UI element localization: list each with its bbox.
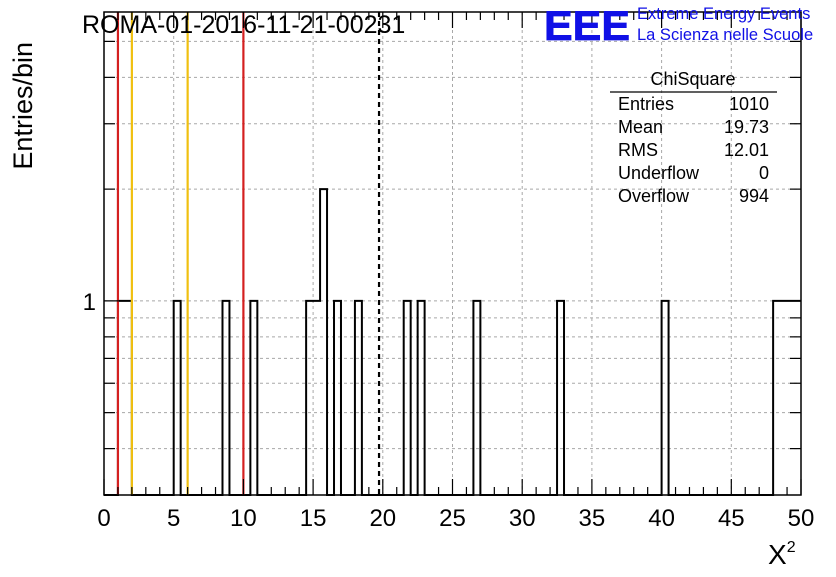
- x-tick-label: 25: [439, 505, 466, 532]
- x-tick-label: 0: [97, 505, 110, 532]
- y-axis-label: Entries/bin: [8, 42, 38, 170]
- stats-row-value: 12.01: [724, 140, 769, 160]
- reference-lines: [116, 12, 381, 495]
- stats-box: ChiSquare Entries 1010 Mean 19.73 RMS 12.01 Un…: [610, 69, 777, 206]
- stats-row-value: 19.73: [724, 117, 769, 137]
- stats-row-value: 1010: [729, 94, 769, 114]
- x-tick-label: 40: [648, 505, 675, 532]
- y-tick-label: 1: [83, 289, 96, 316]
- stats-row-label: Entries: [618, 94, 674, 114]
- x-axis-label-superscript: 2: [787, 539, 796, 556]
- x-tick-label: 30: [509, 505, 536, 532]
- eee-logo-line2: La Scienza nelle Scuole: [637, 26, 813, 44]
- x-tick-label: 45: [718, 505, 745, 532]
- stats-box-rows: Entries 1010 Mean 19.73 RMS 12.01 Underflow 0 Ov…: [618, 94, 769, 206]
- x-axis-label: X2: [768, 539, 796, 570]
- x-axis-label-base: X: [768, 539, 787, 570]
- eee-logo-mark: EEE: [544, 2, 630, 49]
- stats-row-label: Mean: [618, 117, 663, 137]
- x-tick-label: 10: [230, 505, 257, 532]
- x-tick-label: 35: [579, 505, 606, 532]
- x-tick-label: 50: [788, 505, 815, 532]
- stats-row-value: 994: [739, 186, 769, 206]
- axis-ticks: 0 5 10 15 20 25 30 35 40 45 50 1: [83, 12, 815, 532]
- stats-box-title: ChiSquare: [650, 69, 735, 89]
- x-tick-label: 20: [369, 505, 396, 532]
- eee-logo-line1: Extreme Energy Events: [637, 5, 810, 23]
- stats-row-label: Overflow: [618, 186, 690, 206]
- x-tick-label: 15: [300, 505, 327, 532]
- stats-row-label: Underflow: [618, 163, 700, 183]
- x-tick-label: 5: [167, 505, 180, 532]
- stats-row-label: RMS: [618, 140, 658, 160]
- eee-logo: EEE Extreme Energy Events La Scienza nel…: [544, 2, 814, 50]
- stats-row-value: 0: [759, 163, 769, 183]
- chart-title: ROMA-01-2016-11-21-00231: [82, 11, 405, 39]
